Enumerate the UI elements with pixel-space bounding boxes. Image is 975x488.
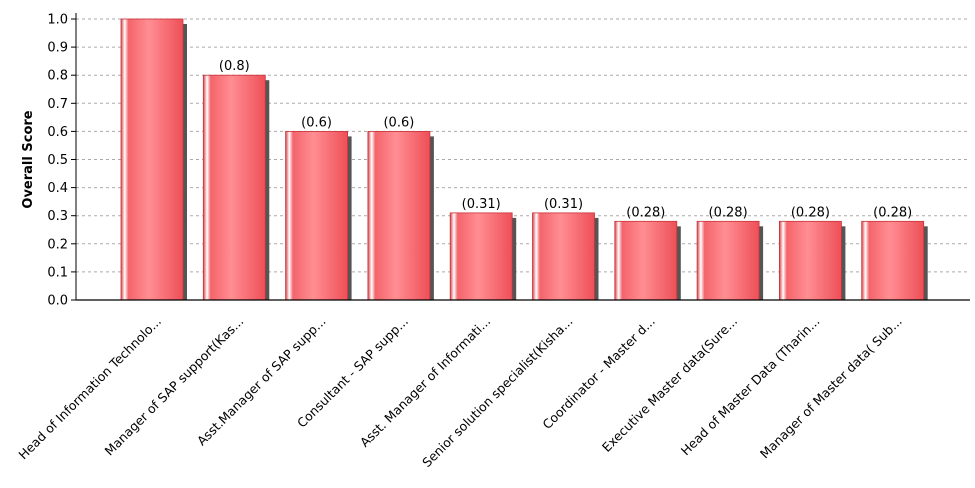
x-category-label: Manager of Master data( Sub... — [757, 314, 905, 462]
y-tick-label: 0.4 — [47, 181, 68, 196]
y-tick-label: 0.7 — [47, 97, 68, 112]
x-category-label: Head of Master Data (Tharin... — [678, 314, 823, 459]
data-label: (0.8) — [219, 59, 250, 74]
y-tick-label: 1.0 — [47, 13, 68, 28]
data-label: (0.28) — [791, 205, 830, 220]
y-tick-label: 0.6 — [47, 125, 68, 140]
bars — [120, 18, 925, 301]
data-label: (0.28) — [873, 205, 912, 220]
bar — [696, 220, 760, 301]
y-tick-label: 0.1 — [47, 265, 68, 280]
data-label: (0.31) — [462, 197, 501, 212]
bar — [614, 220, 678, 301]
x-category-label: Senior solution specialist(Kisha... — [419, 314, 576, 471]
bar — [532, 212, 595, 301]
axes — [75, 13, 970, 301]
x-category-label: Asst. Manager of Informati... — [357, 314, 493, 450]
x-category-label: Asst.Manager of SAP supp... — [194, 314, 329, 449]
x-category-label: Manager of SAP support(Kas... — [101, 314, 246, 459]
bar — [449, 212, 513, 301]
bar — [367, 130, 431, 301]
data-label: (0.28) — [626, 205, 665, 220]
y-tick-label: 0.5 — [47, 153, 68, 168]
bar — [861, 220, 925, 301]
y-tick-label: 0.2 — [47, 237, 68, 252]
data-label: (0.31) — [544, 197, 583, 212]
x-category-labels: Head of Information Technolo...Manager o… — [15, 314, 904, 471]
y-axis-title: Overall Score — [21, 110, 36, 208]
bar — [285, 130, 349, 301]
y-tick-label: 0.0 — [47, 294, 68, 309]
x-category-label: Head of Information Technolo... — [15, 314, 164, 463]
data-label: (0.6) — [301, 115, 332, 130]
bar — [120, 18, 184, 301]
x-category-label: Executive Master data(Sure... — [599, 314, 740, 455]
y-tick-label: 0.3 — [47, 209, 68, 224]
bar — [779, 220, 842, 301]
y-tick-labels: 0.0 0.1 0.2 0.3 0.4 0.5 0.6 0.7 0.8 0.9 1.0 — [47, 13, 76, 309]
data-labels: (0.8) (0.6) (0.6) (0.31) (0.31) (0.28) (0.28) (… — [219, 59, 912, 220]
bar — [202, 74, 266, 301]
data-label: (0.6) — [383, 115, 414, 130]
y-tick-label: 0.9 — [47, 41, 68, 56]
y-tick-label: 0.8 — [47, 69, 68, 84]
data-label: (0.28) — [709, 205, 748, 220]
